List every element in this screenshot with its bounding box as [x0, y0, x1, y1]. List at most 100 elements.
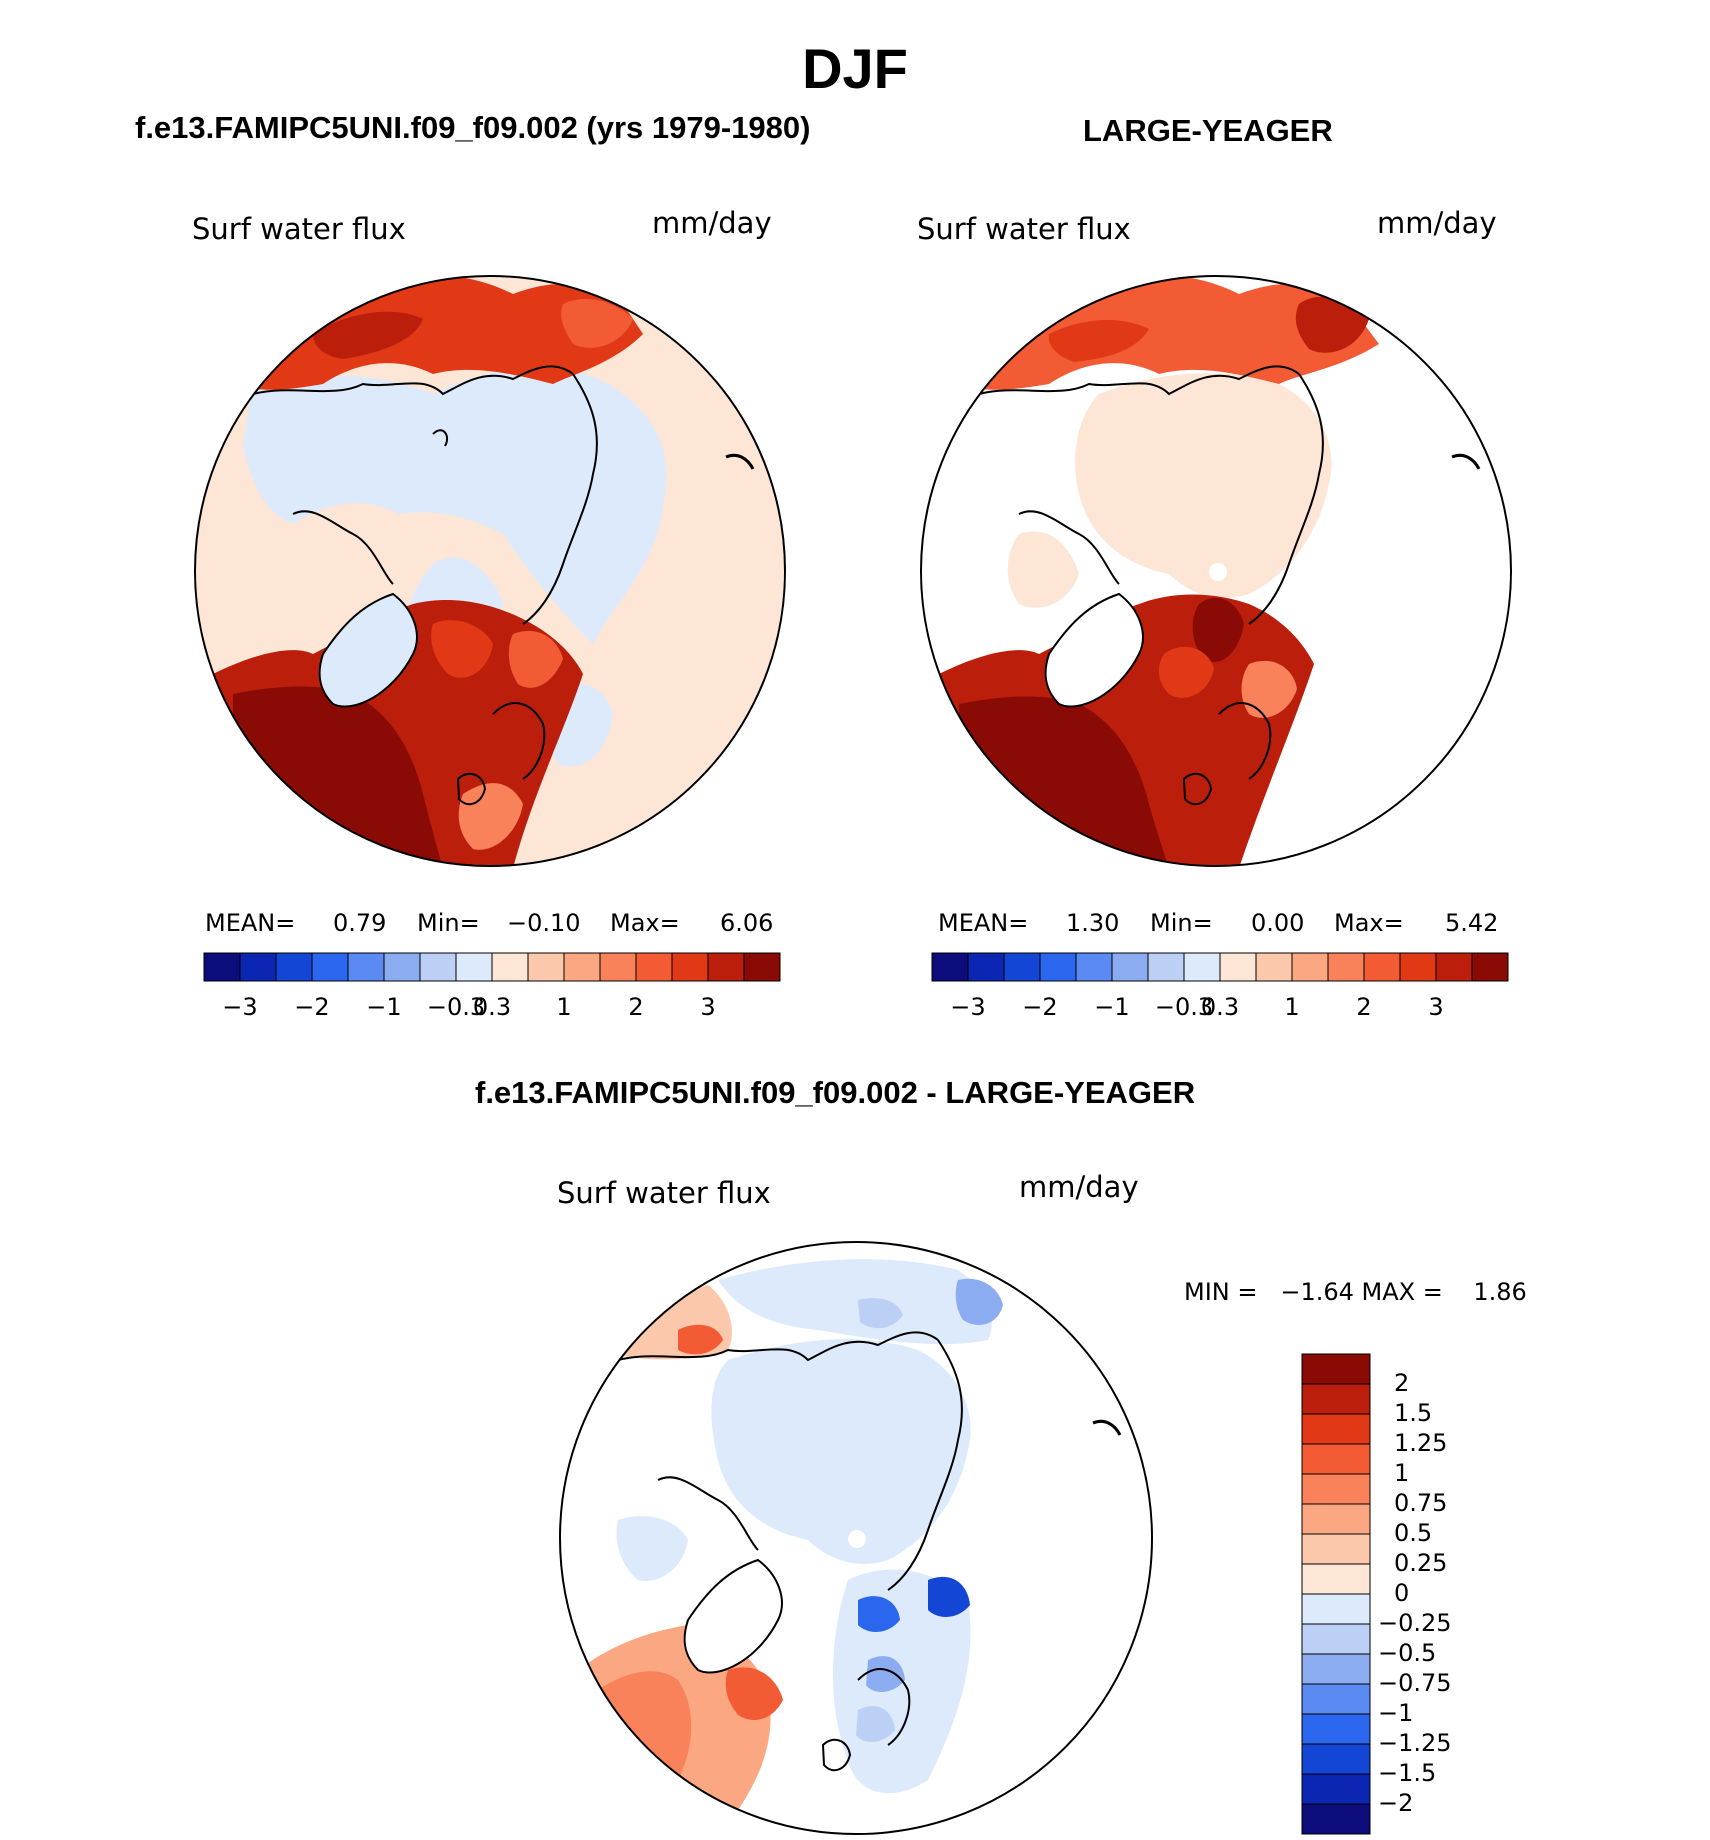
colorbar-swatch: [599, 952, 637, 982]
diff-colorbar-ticks: 2 1.5 1.25 1 0.75 0.5 0.25 0 −0.25 −0.5 −0.75 −1 −1.…: [1378, 1354, 1498, 1834]
colorbar-swatch: [1301, 1623, 1371, 1655]
colorbar-swatch: [1301, 1383, 1371, 1415]
colorbar-swatch: [1301, 1683, 1371, 1715]
colorbar-tick-label: 3: [1428, 993, 1444, 1021]
colorbar-tick-label: −3: [950, 993, 986, 1021]
panel2-variable-label: Surf water flux: [917, 212, 1131, 246]
colorbar-tick-label: 0.5: [1394, 1519, 1433, 1547]
colorbar-swatch: [1435, 952, 1473, 982]
colorbar-tick-label: 0.25: [1394, 1549, 1448, 1577]
panel2-colorbar: [931, 952, 1509, 982]
colorbar-tick-label: 2: [1394, 1369, 1410, 1397]
colorbar-tick-label: −3: [222, 993, 258, 1021]
colorbar-swatch: [347, 952, 385, 982]
panel2-units-label: mm/day: [1377, 206, 1497, 240]
panel1-min-value: −0.10: [507, 909, 581, 937]
panel1-case-title: f.e13.FAMIPC5UNI.f09_f09.002 (yrs 1979-1…: [135, 110, 811, 145]
panel1-mean-label: MEAN=: [205, 909, 296, 937]
colorbar-tick-label: 2: [628, 993, 644, 1021]
colorbar-tick-label: 0.3: [1200, 993, 1240, 1021]
panel1-mean-value: 0.79: [333, 909, 387, 937]
colorbar-swatch: [743, 952, 781, 982]
colorbar-swatch: [1301, 1803, 1371, 1835]
panel1-colorbar-ticks: −3 −2 −1 −0.3 0.3 1 2 3: [204, 993, 780, 1023]
panel1-min-label: Min=: [417, 909, 480, 937]
colorbar-tick-label: −1.5: [1378, 1759, 1437, 1787]
colorbar-tick-label: 2: [1356, 993, 1372, 1021]
colorbar-swatch: [1039, 952, 1077, 982]
colorbar-swatch: [1301, 1443, 1371, 1475]
colorbar-swatch: [1301, 1533, 1371, 1565]
panel2-case-title: LARGE-YEAGER: [1083, 113, 1333, 148]
colorbar-swatch: [275, 952, 313, 982]
diff-minmax-text: MIN = −1.64 MAX = 1.86: [1184, 1278, 1527, 1306]
colorbar-swatch: [1301, 1713, 1371, 1745]
colorbar-swatch: [1301, 1353, 1371, 1385]
colorbar-tick-label: −1: [366, 993, 402, 1021]
colorbar-swatch: [931, 952, 969, 982]
colorbar-tick-label: 0: [1394, 1579, 1410, 1607]
panel1-units-label: mm/day: [652, 206, 772, 240]
colorbar-swatch: [1003, 952, 1041, 982]
colorbar-swatch: [1471, 952, 1509, 982]
colorbar-tick-label: 0.75: [1394, 1489, 1448, 1517]
colorbar-swatch: [635, 952, 673, 982]
panel2-mean-value: 1.30: [1066, 909, 1120, 937]
diff-polar-map: [559, 1241, 1153, 1835]
colorbar-swatch: [1219, 952, 1257, 982]
panel1-max-value: 6.06: [720, 909, 774, 937]
panel2-max-label: Max=: [1334, 909, 1404, 937]
colorbar-swatch: [383, 952, 421, 982]
colorbar-tick-label: 1: [556, 993, 572, 1021]
colorbar-swatch: [239, 952, 277, 982]
colorbar-swatch: [1399, 952, 1437, 982]
colorbar-swatch: [1363, 952, 1401, 982]
colorbar-tick-label: −0.3: [1154, 993, 1214, 1021]
panel2-max-value: 5.42: [1445, 909, 1499, 937]
colorbar-swatch: [491, 952, 529, 982]
colorbar-tick-label: −2: [294, 993, 330, 1021]
colorbar-tick-label: 3: [700, 993, 716, 1021]
colorbar-swatch: [1301, 1773, 1371, 1805]
colorbar-swatch: [1301, 1563, 1371, 1595]
colorbar-swatch: [419, 952, 457, 982]
panel2-polar-map: [920, 275, 1512, 867]
colorbar-swatch: [527, 952, 565, 982]
colorbar-tick-label: −0.3: [426, 993, 486, 1021]
colorbar-swatch: [1301, 1743, 1371, 1775]
colorbar-swatch: [671, 952, 709, 982]
colorbar-tick-label: 1: [1394, 1459, 1410, 1487]
colorbar-swatch: [1301, 1593, 1371, 1625]
colorbar-swatch: [707, 952, 745, 982]
panel2-min-value: 0.00: [1251, 909, 1305, 937]
panel2-min-label: Min=: [1150, 909, 1213, 937]
colorbar-tick-label: 1.5: [1394, 1399, 1433, 1427]
diff-units-label: mm/day: [1019, 1170, 1139, 1204]
colorbar-swatch: [1301, 1653, 1371, 1685]
colorbar-swatch: [1291, 952, 1329, 982]
colorbar-tick-label: 0.3: [472, 993, 512, 1021]
colorbar-tick-label: −1: [1094, 993, 1130, 1021]
colorbar-swatch: [1301, 1503, 1371, 1535]
colorbar-tick-label: 1: [1284, 993, 1300, 1021]
colorbar-tick-label: −0.25: [1378, 1609, 1452, 1637]
diff-case-title: f.e13.FAMIPC5UNI.f09_f09.002 - LARGE-YEA…: [475, 1075, 1196, 1110]
colorbar-swatch: [1111, 952, 1149, 982]
panel1-max-label: Max=: [610, 909, 680, 937]
colorbar-swatch: [311, 952, 349, 982]
panel1-polar-map: [194, 275, 786, 867]
colorbar-swatch: [967, 952, 1005, 982]
page-title: DJF: [802, 37, 908, 100]
colorbar-tick-label: −1: [1378, 1699, 1414, 1727]
colorbar-tick-label: −0.5: [1378, 1639, 1437, 1667]
colorbar-swatch: [1183, 952, 1221, 982]
colorbar-tick-label: −0.75: [1378, 1669, 1452, 1697]
panel1-variable-label: Surf water flux: [192, 212, 406, 246]
panel2-mean-label: MEAN=: [938, 909, 1029, 937]
diff-colorbar: [1301, 1353, 1371, 1835]
colorbar-tick-label: 1.25: [1394, 1429, 1448, 1457]
colorbar-tick-label: −2: [1022, 993, 1058, 1021]
colorbar-swatch: [563, 952, 601, 982]
panel2-colorbar-ticks: −3 −2 −1 −0.3 0.3 1 2 3: [932, 993, 1508, 1023]
colorbar-swatch: [1301, 1473, 1371, 1505]
